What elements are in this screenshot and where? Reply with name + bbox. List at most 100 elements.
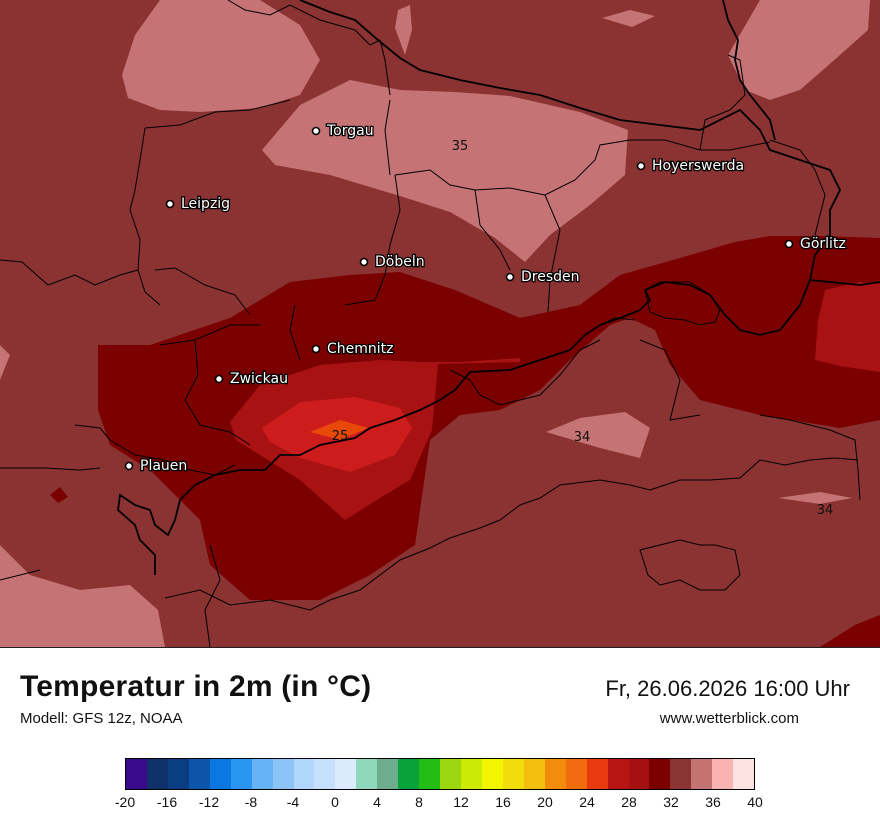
legend-swatch: [544, 759, 566, 789]
field-34-36-middle: [546, 412, 650, 458]
field-30-32-southeast: [820, 615, 880, 647]
legend-swatch: [565, 759, 587, 789]
legend-swatch: [586, 759, 608, 789]
city-label: Hoyerswerda: [652, 158, 744, 174]
city-label: Görlitz: [800, 236, 846, 252]
city-dot: [636, 161, 646, 171]
legend-swatch: [712, 759, 734, 789]
contour-label-34-east: 34: [817, 503, 834, 518]
city-label: Leipzig: [181, 196, 230, 212]
field-34-36-torgau: [262, 80, 628, 262]
color-legend-ticks: -20 -16 -12 -8 -4 0 4 8 12 16 20 24 28 32 36 40: [115, 794, 763, 814]
field-34-36-northwest: [122, 0, 320, 112]
legend-swatch: [126, 759, 147, 789]
legend-swatch: [419, 759, 441, 789]
legend-swatch: [377, 759, 399, 789]
city-dot: [311, 126, 321, 136]
city-label: Plauen: [140, 458, 187, 474]
legend-swatch: [691, 759, 713, 789]
legend-swatch: [481, 759, 503, 789]
city-dot: [165, 199, 175, 209]
field-24-26: [310, 420, 368, 440]
legend-swatch: [461, 759, 482, 789]
legend-swatch: [167, 759, 189, 789]
field-34-36-northeast: [728, 0, 870, 100]
legend-tick-label: -4: [286, 794, 300, 810]
legend-swatch: [670, 759, 692, 789]
legend-tick-label: 28: [621, 794, 637, 810]
field-34-36-southwest: [0, 545, 165, 647]
city-doebeln[interactable]: Döbeln: [359, 253, 426, 271]
map-canvas: 35 34 25 34 Torgau Hoyerswerda Leipzig G…: [0, 0, 880, 647]
website-link[interactable]: www.wetterblick.com: [659, 710, 799, 727]
legend-tick-label: 16: [495, 794, 511, 810]
forecast-datetime: Fr, 26.06.2026 16:00 Uhr: [605, 676, 850, 701]
legend-tick-label: 0: [331, 794, 339, 810]
legend-tick-label: 36: [705, 794, 721, 810]
city-dot: [505, 272, 515, 282]
legend-swatch: [356, 759, 378, 789]
state-border: [117, 0, 880, 575]
city-zwickau[interactable]: Zwickau: [214, 370, 289, 388]
legend-swatch: [251, 759, 273, 789]
city-markers: Torgau Hoyerswerda Leipzig Görlitz Döbel…: [124, 122, 847, 475]
legend-swatch: [440, 759, 461, 789]
legend-swatch: [335, 759, 357, 789]
legend-swatch: [649, 759, 671, 789]
legend-tick-label: 12: [453, 794, 469, 810]
legend-swatch: [188, 759, 210, 789]
legend-swatch: [146, 759, 168, 789]
field-30-32-west-blob: [50, 487, 68, 503]
legend-tick-label: -20: [114, 794, 136, 810]
temperature-map: 35 34 25 34 Torgau Hoyerswerda Leipzig G…: [0, 0, 880, 648]
legend-tick-label: 24: [579, 794, 595, 810]
legend-swatch: [314, 759, 336, 789]
city-label: Döbeln: [375, 254, 425, 270]
field-34-36-blob1: [395, 5, 412, 55]
contour-label-34-center: 34: [574, 430, 591, 445]
city-plauen[interactable]: Plauen: [124, 457, 189, 475]
legend-swatch: [628, 759, 650, 789]
city-torgau[interactable]: Torgau: [311, 122, 375, 140]
city-hoyerswerda[interactable]: Hoyerswerda: [636, 157, 745, 175]
field-34-36-blob2: [602, 10, 655, 27]
legend-swatch: [209, 759, 231, 789]
city-dot: [359, 257, 369, 267]
city-label: Torgau: [326, 123, 374, 139]
color-legend-bar: [125, 758, 755, 790]
legend-tick-label: 4: [373, 794, 381, 810]
field-34-36-east: [778, 492, 852, 504]
map-title: Temperatur in 2m (in °C): [20, 670, 372, 703]
legend-tick-label: 32: [663, 794, 679, 810]
city-leipzig[interactable]: Leipzig: [165, 195, 231, 213]
district-borders: [0, 0, 861, 647]
contour-label-25: 25: [332, 429, 349, 444]
field-30-32-band: [98, 236, 880, 600]
city-chemnitz[interactable]: Chemnitz: [311, 340, 395, 358]
city-label: Dresden: [521, 269, 580, 285]
legend-tick-label: -12: [198, 794, 220, 810]
legend-swatch: [502, 759, 524, 789]
legend-tick-label: 20: [537, 794, 553, 810]
city-dot: [214, 374, 224, 384]
field-28-30-east: [815, 282, 880, 372]
city-label: Chemnitz: [327, 341, 394, 357]
legend-swatch: [293, 759, 315, 789]
city-dot: [784, 239, 794, 249]
city-label: Zwickau: [230, 371, 288, 387]
city-dresden[interactable]: Dresden: [505, 268, 581, 286]
city-goerlitz[interactable]: Görlitz: [784, 235, 847, 253]
legend-tick-label: 8: [415, 794, 423, 810]
city-dot: [124, 461, 134, 471]
field-34-36-west-edge: [0, 345, 10, 380]
legend-swatch: [523, 759, 545, 789]
legend-swatch: [398, 759, 420, 789]
legend-swatch: [272, 759, 294, 789]
map-footer: Temperatur in 2m (in °C) Modell: GFS 12z…: [0, 648, 880, 830]
legend-swatch: [733, 759, 755, 789]
contour-label-35: 35: [452, 139, 469, 154]
model-info: Modell: GFS 12z, NOAA: [20, 710, 183, 727]
legend-swatch: [230, 759, 252, 789]
legend-tick-label: -8: [244, 794, 258, 810]
inner-borders: [449, 281, 721, 406]
